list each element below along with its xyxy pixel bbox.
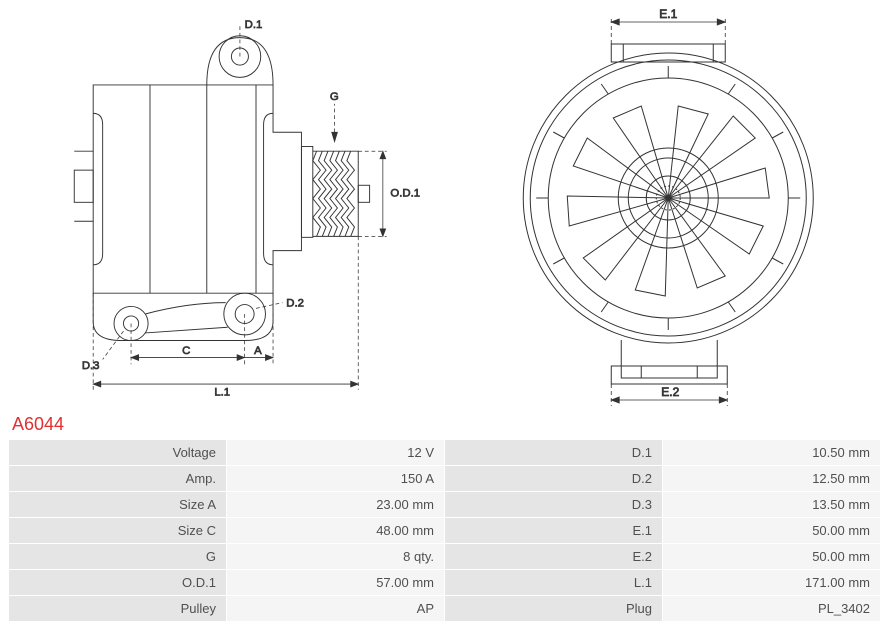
spec-value: 48.00 mm [227,518,445,544]
table-row: PulleyAPPlugPL_3402 [9,596,881,622]
spec-value: 23.00 mm [227,492,445,518]
side-view: D.1 G O.D.1 D.2 D.3 [8,8,425,408]
spec-table: Voltage12 VD.110.50 mmAmp.150 AD.212.50 … [8,439,881,622]
spec-value: 8 qty. [227,544,445,570]
spec-label: Pulley [9,596,227,622]
spec-value: 12 V [227,440,445,466]
dim-od1: O.D.1 [390,188,420,200]
spec-value: 12.50 mm [663,466,881,492]
spec-label: E.1 [445,518,663,544]
spec-value: 10.50 mm [663,440,881,466]
spec-value: 50.00 mm [663,518,881,544]
front-view: E.1 E.2 [465,8,882,408]
spec-label: D.2 [445,466,663,492]
spec-value: 57.00 mm [227,570,445,596]
spec-label: Voltage [9,440,227,466]
diagram-area: D.1 G O.D.1 D.2 D.3 [8,8,881,408]
table-row: Voltage12 VD.110.50 mm [9,440,881,466]
dim-d2: D.2 [286,297,304,309]
dim-e1: E.1 [659,8,677,21]
dim-c: C [182,345,190,357]
spec-label: E.2 [445,544,663,570]
spec-label: Size C [9,518,227,544]
dim-e2: E.2 [661,385,679,399]
spec-label: Size A [9,492,227,518]
spec-label: O.D.1 [9,570,227,596]
table-row: Size A23.00 mmD.313.50 mm [9,492,881,518]
dim-l1: L.1 [214,386,230,398]
spec-value: 50.00 mm [663,544,881,570]
spec-value: 13.50 mm [663,492,881,518]
spec-label: Amp. [9,466,227,492]
spec-label: G [9,544,227,570]
spec-label: L.1 [445,570,663,596]
table-row: Amp.150 AD.212.50 mm [9,466,881,492]
spec-value: AP [227,596,445,622]
dim-a: A [254,345,262,357]
dim-d3: D.3 [82,360,100,372]
dim-g: G [330,91,339,103]
spec-value: 171.00 mm [663,570,881,596]
spec-value: PL_3402 [663,596,881,622]
spec-value: 150 A [227,466,445,492]
spec-label: Plug [445,596,663,622]
table-row: G8 qty.E.250.00 mm [9,544,881,570]
table-row: Size C48.00 mmE.150.00 mm [9,518,881,544]
spec-label: D.1 [445,440,663,466]
spec-label: D.3 [445,492,663,518]
dim-d1: D.1 [245,19,263,31]
part-number: A6044 [12,414,881,435]
table-row: O.D.157.00 mmL.1171.00 mm [9,570,881,596]
